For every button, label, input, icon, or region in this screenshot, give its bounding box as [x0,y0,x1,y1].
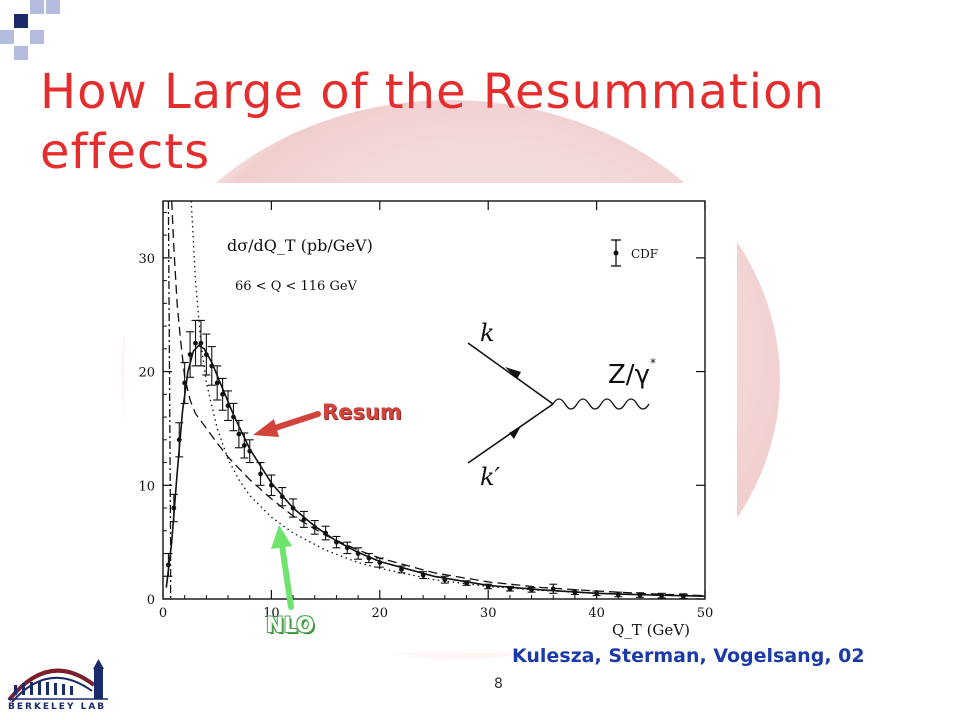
cdf-data-point [193,340,198,346]
x-tick-label: 10 [263,606,280,621]
y-tick-label: 20 [138,366,155,381]
cdf-data-point [247,448,253,454]
figure-panel: 0 10 20 30 40 50 0 10 20 30 dσ/dQ_T (pb/GeV) 66 <… [125,183,737,653]
x-tick-label: 20 [372,606,389,621]
cdf-data-point [171,505,177,511]
cdf-data-point [241,443,247,448]
cdf-data-point [615,592,621,597]
cdf-data-point [442,577,448,583]
corner-decoration [0,0,80,60]
legend: CDF [611,239,658,267]
cdf-data-point [269,482,274,488]
corner-square [14,46,28,60]
logo-figures [14,682,73,695]
reference-curve [167,200,172,599]
x-tick-label: 30 [480,606,497,621]
cdf-data-point [236,431,242,437]
cdf-data-point [464,580,469,586]
x-axis-label: Q_T (GeV) [612,621,690,639]
resum-label: Resum [322,400,402,424]
feynman-diagram: k k′ [467,319,650,491]
citation: Kulesza, Sterman, Vogelsang, 02 [512,645,865,667]
cdf-data-point [176,437,182,443]
cdf-data-point [344,545,350,551]
boson-label-text: Z/γ [608,360,650,390]
corner-square [46,0,60,14]
momentum-label-k: k [480,319,495,347]
chart-axes: 0 10 20 30 40 50 0 10 20 30 [138,200,714,621]
y-tick-label: 10 [138,479,155,494]
cdf-data-point [399,567,404,572]
cdf-data-point [225,403,231,409]
qt-distribution-chart: 0 10 20 30 40 50 0 10 20 30 dσ/dQ_T (pb/GeV) 66 <… [138,200,714,639]
boson-label-star: * [649,356,656,371]
cdf-data-point [214,380,220,386]
slide-title: How Large of the Resummation effects [40,62,920,182]
cdf-data-point [187,352,193,357]
logo-arc-inner [11,676,93,703]
slide-number: 8 [494,676,503,692]
cdf-data-point [301,517,307,522]
cdf-data-point [323,530,328,536]
lo-curve [190,200,706,597]
x-tick-label: 0 [159,606,167,621]
cdf-data-point [485,584,491,589]
cdf-data-point [637,592,643,598]
nlo-label: NLO [266,613,315,637]
boson-wavy-line [552,398,650,410]
y-tick-label: 0 [147,593,155,608]
fermion-line-k [467,342,554,405]
berkeley-lab-logo [7,659,108,703]
cdf-data-point [182,380,188,386]
x-tick-label: 40 [588,606,605,621]
cdf-data-point [680,593,686,599]
cdf-data-point [220,391,226,397]
logo-text: BERKELEY LAB [8,702,107,712]
momentum-label-kprime: k′ [480,463,501,491]
cdf-data-point [203,352,209,357]
cdf-data-point [279,494,285,500]
boson-label: Z/γ* [608,356,656,390]
corner-square [14,14,28,28]
chart-series [165,200,706,599]
legend-label-cdf: CDF [631,247,658,261]
chart-title: dσ/dQ_T (pb/GeV) [227,236,373,255]
logo-tower [93,659,104,699]
plot-frame [162,200,706,600]
slide-title-line2: effects [40,124,211,180]
cdf-data-point [420,572,426,578]
x-tick-label: 50 [697,606,714,621]
slide-title-line1: How Large of the Resummation [40,64,825,120]
chart-subtitle: 66 < Q < 116 GeV [235,279,358,294]
cdf-data-point [198,340,204,346]
cdf-data-point [594,590,599,596]
cdf-data-point [166,562,171,568]
cdf-data-point [334,539,339,545]
logo-arc-outer [7,668,96,702]
cdf-data-point [377,560,383,566]
corner-square [30,30,44,44]
cdf-data-point [290,505,296,511]
cdf-data-point [312,524,318,530]
cdf-data-point [550,586,556,592]
nlo-curve [171,200,706,597]
cdf-data-point [507,586,513,592]
fermion-arrow-kprime [509,426,521,439]
chart-data-points [164,319,688,599]
cdf-data-point [231,414,236,420]
corner-square [30,0,44,14]
cdf-data-point [209,363,215,369]
cdf-data-point [366,555,372,561]
y-tick-label: 30 [138,252,155,267]
cdf-data-point [355,551,361,556]
cdf-data-point [659,593,665,598]
cdf-data-point [572,589,578,595]
legend-marker [613,250,619,256]
cdf-data-point [529,587,534,593]
corner-square [0,30,14,44]
fermion-arrow-k [505,367,521,379]
cdf-data-point [258,471,263,477]
